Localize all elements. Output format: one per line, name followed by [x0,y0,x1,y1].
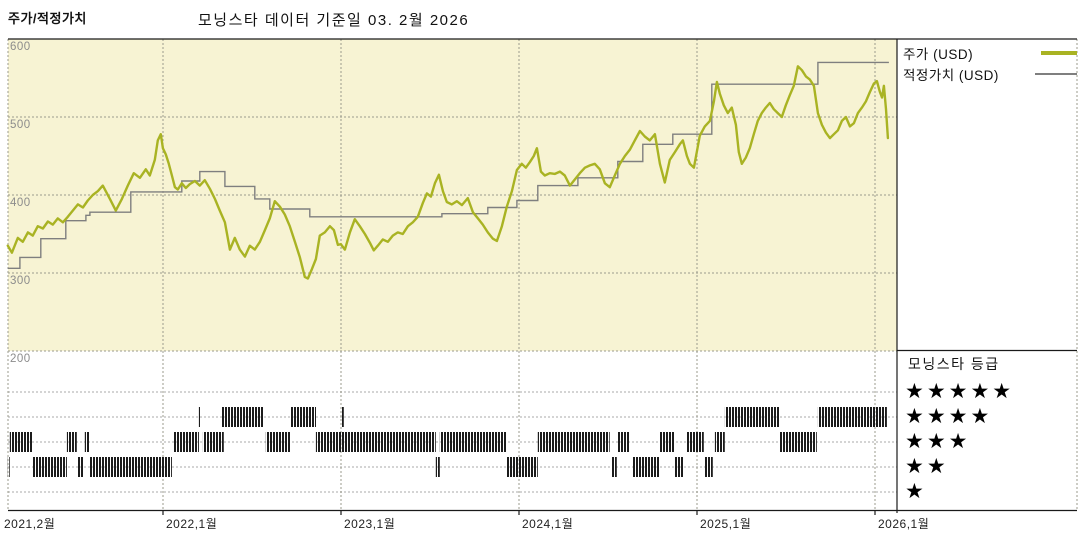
rating-band-3-star [173,432,199,452]
rating-band-2-star [632,457,660,477]
x-axis-label-5: 2025,1월 [700,517,752,531]
rating-band-4-star [724,407,780,427]
price-line [6,65,890,280]
rating-row-3-star: ★★★ [905,430,971,453]
rating-band-2-star [611,457,617,477]
chart-borders [8,38,1077,515]
legend-fair-value-label: 적정가치 (USD) [903,67,999,83]
data-as-of-label: 모닝스타 데이터 기준일 03. 2월 2026 [198,12,470,29]
fair-value-line [7,61,889,269]
y-axis-label-500: 500 [10,119,31,131]
x-axis-label-6: 2026,1월 [878,517,930,531]
rating-band-3-star [439,432,507,452]
chart-title: 주가/적정가치 [8,11,87,26]
rating-band-3-star [265,432,291,452]
y-axis-label-200: 200 [10,353,31,365]
y-axis-label-400: 400 [10,197,31,209]
y-axis-label-600: 600 [10,41,31,53]
rating-band-2-star [674,457,684,477]
rating-band-3-star [659,432,675,452]
rating-band-2-star [89,457,172,477]
series-legend: 주가 (USD) 적정가치 (USD) [903,42,1077,84]
rating-band-3-star [617,432,630,452]
rating-band-4-star [290,407,316,427]
x-axis-label-4: 2024,1월 [522,517,574,531]
rating-band-3-star [315,432,436,452]
rating-band-2-star [506,457,538,477]
rating-band-3-star [202,432,224,452]
rating-band-2-star [704,457,713,477]
rating-band-2-star [77,457,84,477]
x-axis-label-2: 2022,1월 [166,517,218,531]
x-axis-label-3: 2023,1월 [344,517,396,531]
rating-band-3-star [66,432,77,452]
legend-item-fair-value: 적정가치 (USD) [903,63,1077,84]
rating-band-3-star [686,432,704,452]
rating-band-4-star [817,407,887,427]
rating-band-3-star [779,432,817,452]
price-line-swatch [1041,50,1077,55]
rating-row-5-star: ★★★★★ [905,380,1015,403]
legend-price-label: 주가 (USD) [903,46,974,62]
x-axis-label-1: 2021,2월 [4,517,56,531]
rating-band-2-star [32,457,67,477]
y-axis-label-300: 300 [10,275,31,287]
rating-band-3-star [9,432,33,452]
rating-band-3-star [537,432,610,452]
rating-row-4-star: ★★★★ [905,405,993,428]
rating-band-4-star [221,407,264,427]
rating-band-3-star [84,432,90,452]
rating-band-4-star [198,407,201,427]
fair-value-line-swatch [1035,72,1077,75]
rating-row-2-star: ★★ [905,455,949,478]
rating-band-3-star [714,432,725,452]
rating-band-2-star [7,457,10,477]
rating-row-1-star: ★ [905,480,927,503]
rating-band-2-star [435,457,440,477]
rating-band-4-star [341,407,344,427]
legend-item-price: 주가 (USD) [903,42,1077,63]
rating-legend-title: 모닝스타 등급 [908,356,1000,372]
